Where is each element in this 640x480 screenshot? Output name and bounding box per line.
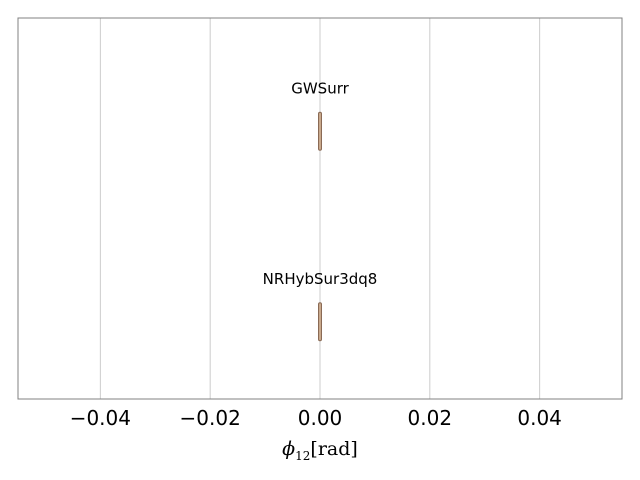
x-axis-label-subscript: 12 <box>295 449 310 463</box>
violin-gwsurr <box>318 111 322 151</box>
x-tick-label: 0.02 <box>408 406 453 430</box>
x-tick-label: −0.02 <box>180 406 241 430</box>
series-label: GWSurr <box>291 79 349 97</box>
x-ticks: −0.04 −0.02 0.00 0.02 0.04 <box>70 406 562 430</box>
violins <box>318 111 322 342</box>
x-tick-label: −0.04 <box>70 406 131 430</box>
x-axis-label-symbol: ϕ <box>282 438 295 460</box>
series-label: NRHybSur3dq8 <box>263 270 378 288</box>
x-tick-label: 0.00 <box>298 406 343 430</box>
x-axis-label: ϕ12[rad] <box>282 438 358 463</box>
plot-frame <box>17 17 623 400</box>
series-labels: GWSurr NRHybSur3dq8 <box>263 79 378 288</box>
violin-nrhybsur3dq8 <box>318 302 322 342</box>
grid-lines <box>99 18 541 399</box>
x-axis-label-unit: [rad] <box>310 438 357 460</box>
x-tick-label: 0.04 <box>517 406 562 430</box>
